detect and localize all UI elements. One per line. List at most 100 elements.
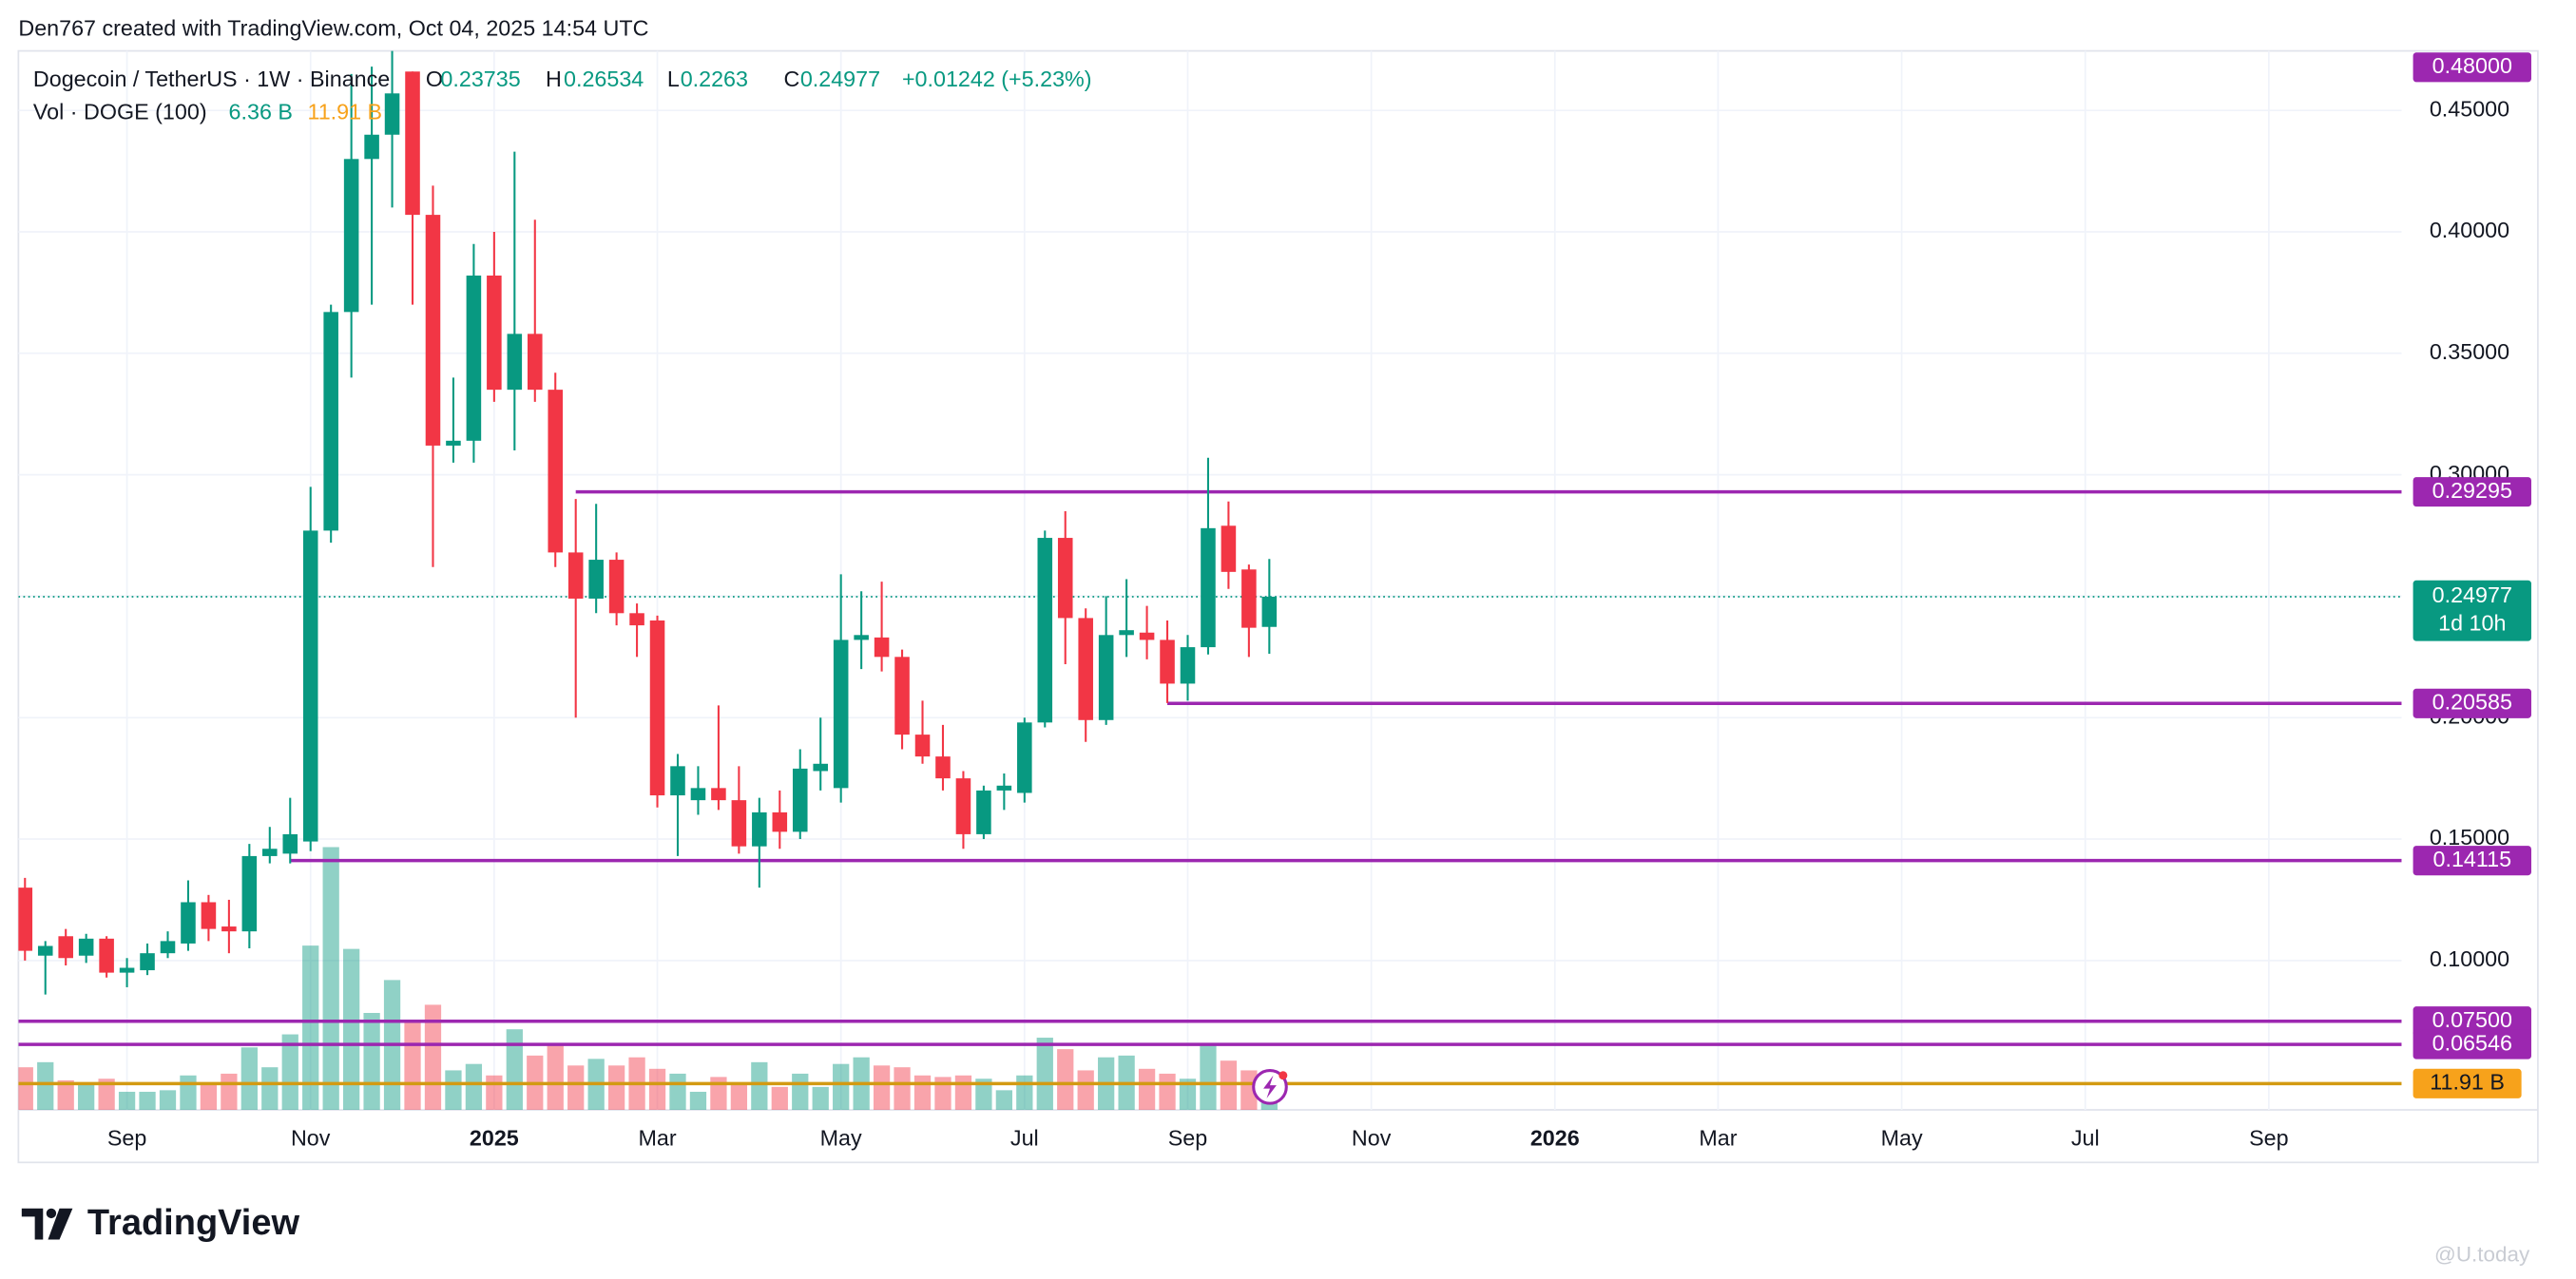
volume-bar — [98, 1079, 115, 1111]
candle-body — [548, 390, 564, 553]
volume-bar — [1036, 1038, 1053, 1111]
volume-pane — [18, 847, 2402, 1111]
legend: Dogecoin / TetherUS · 1W · Binance O 0.2… — [33, 67, 1092, 124]
x-tick-label: Sep — [107, 1125, 146, 1150]
candle-body — [1057, 538, 1073, 619]
volume-bar — [281, 1034, 298, 1111]
level-label-box — [2413, 846, 2531, 876]
logo: TradingView — [21, 1203, 300, 1243]
symbol-title: Dogecoin / TetherUS · 1W · Binance — [33, 67, 390, 91]
axes: 0.100000.150000.200000.250000.300000.350… — [107, 52, 2531, 1150]
volume-bar — [1179, 1079, 1197, 1111]
level-label-box — [2413, 477, 2531, 507]
volume-bar — [954, 1075, 972, 1111]
legend-close: 0.24977 — [800, 67, 880, 91]
volume-bar — [812, 1086, 829, 1111]
x-tick-label: Nov — [291, 1125, 331, 1150]
candle-body — [752, 811, 767, 847]
volume-bar — [547, 1043, 564, 1111]
x-tick-label: 2025 — [470, 1125, 519, 1150]
legend-change: +0.01242 (+5.23%) — [902, 67, 1092, 91]
volume-bar — [404, 1019, 421, 1111]
volume-bar — [1240, 1070, 1258, 1111]
volume-bar — [934, 1077, 952, 1111]
volume-bar — [78, 1083, 95, 1111]
volume-bar — [1138, 1068, 1156, 1111]
candle-body — [343, 159, 359, 313]
volume-bar — [240, 1047, 258, 1111]
candle-body — [1160, 640, 1175, 684]
volume-bar — [771, 1086, 788, 1111]
volume-bar — [689, 1091, 707, 1111]
candle-body — [119, 967, 135, 973]
candle-body — [711, 788, 726, 801]
candle-body — [772, 811, 788, 832]
volume-bar — [913, 1075, 932, 1111]
volume-bar — [1057, 1049, 1074, 1111]
volume-bar — [669, 1073, 686, 1111]
candle-body — [731, 800, 747, 847]
candle-body — [833, 640, 849, 789]
candle-body — [1180, 647, 1196, 684]
candle-body — [487, 276, 502, 391]
candle-body — [323, 312, 338, 531]
volume-bar — [1200, 1043, 1217, 1111]
candle-body — [690, 788, 706, 801]
candle-body — [935, 756, 951, 779]
candle-body — [588, 560, 604, 599]
candle-body — [894, 657, 910, 735]
watermark: @U.today — [2434, 1243, 2530, 1267]
candle-body — [364, 134, 379, 160]
candle-body — [1201, 527, 1216, 648]
candle-body — [649, 620, 665, 796]
levels — [18, 489, 2402, 1046]
countdown-label: 1d 10h — [2438, 611, 2506, 636]
level-label: 0.07500 — [2432, 1007, 2512, 1032]
candle-body — [629, 613, 644, 626]
legend-c-key: C — [784, 67, 800, 91]
volume-bar — [465, 1063, 483, 1111]
candle-body — [18, 888, 33, 951]
legend-l-key: L — [667, 67, 680, 91]
volume-bar — [567, 1065, 585, 1111]
volume-bar — [1077, 1070, 1094, 1111]
y-tick-label: 0.10000 — [2430, 946, 2509, 971]
volume-bar — [57, 1079, 74, 1111]
candle-body — [140, 953, 155, 971]
candle-body — [854, 635, 869, 640]
credit: Den767 created with TradingView.com, Oct… — [18, 15, 648, 40]
candle-body — [78, 938, 94, 956]
legend-o-key: O — [426, 67, 443, 91]
volume-bar — [833, 1063, 850, 1111]
candle-body — [37, 945, 53, 956]
volume-bar — [751, 1061, 768, 1111]
logo-text: TradingView — [87, 1203, 300, 1243]
volume-bar — [261, 1067, 279, 1111]
volume-value: 6.36 B — [229, 99, 293, 124]
x-tick-label: Sep — [2249, 1125, 2288, 1150]
volume-bar — [302, 945, 319, 1111]
candle-body — [1241, 569, 1257, 628]
level-label: 0.20585 — [2432, 689, 2512, 714]
legend-low: 0.2263 — [681, 67, 748, 91]
volume-bar — [607, 1065, 625, 1111]
level-label-box — [2413, 688, 2531, 718]
y-tick-label: 0.45000 — [2430, 96, 2509, 121]
candle-body — [874, 637, 890, 658]
x-tick-label: Jul — [2071, 1125, 2100, 1150]
level-label-box — [2413, 52, 2531, 83]
x-tick-label: Nov — [1352, 1125, 1392, 1150]
level-label: 0.48000 — [2432, 53, 2512, 78]
candle-body — [241, 855, 258, 932]
volume-bar — [1159, 1073, 1176, 1111]
alert-icon — [1252, 1069, 1288, 1105]
x-tick-label: Mar — [1699, 1125, 1737, 1150]
x-tick-label: Mar — [638, 1125, 676, 1150]
candle-body — [955, 778, 971, 834]
y-tick-label: 0.35000 — [2430, 339, 2509, 364]
volume-bar — [342, 948, 360, 1111]
volume-bar — [37, 1061, 54, 1111]
candle-body — [567, 552, 584, 599]
